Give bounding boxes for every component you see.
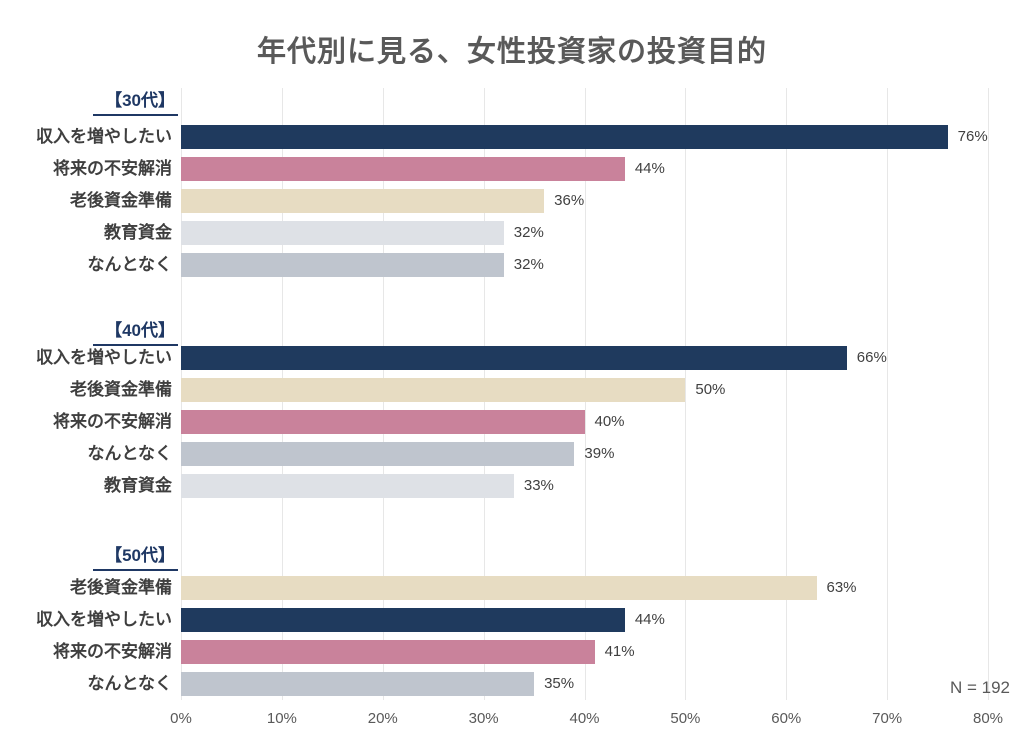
category-label: 教育資金	[104, 223, 172, 242]
group-header-label: 【30代】	[93, 86, 178, 116]
bar	[181, 378, 686, 402]
category-label: 収入を増やしたい	[36, 127, 172, 146]
bar	[181, 640, 595, 664]
bar	[181, 608, 625, 632]
chart-title: 年代別に見る、女性投資家の投資目的	[256, 36, 767, 68]
category-label: 教育資金	[104, 476, 172, 495]
category-label: 将来の不安解消	[53, 642, 172, 661]
bar	[181, 253, 504, 277]
value-label: 32%	[513, 224, 544, 241]
group-header-label: 【40代】	[93, 316, 178, 346]
category-label: 将来の不安解消	[53, 159, 172, 178]
value-label: 33%	[523, 477, 554, 494]
x-axis-tick-label: 70%	[872, 710, 903, 727]
value-label: 50%	[695, 381, 726, 398]
x-axis-tick-label: 0%	[170, 710, 192, 727]
x-axis-tick-label: 30%	[468, 710, 499, 727]
category-label: なんとなく	[87, 255, 173, 274]
category-label: 将来の不安解消	[53, 412, 172, 431]
category-label: 老後資金準備	[70, 380, 172, 399]
group-header: 【30代】	[0, 86, 178, 116]
bar	[181, 346, 847, 370]
x-axis-tick-label: 20%	[367, 710, 398, 727]
x-axis-tick-label: 10%	[266, 710, 297, 727]
value-label: 35%	[544, 675, 575, 692]
category-label: なんとなく	[87, 444, 173, 463]
bar	[181, 125, 948, 149]
bar	[181, 157, 625, 181]
group-header-label: 【50代】	[93, 541, 178, 571]
x-axis-tick-label: 60%	[771, 710, 802, 727]
x-axis-tick-label: 40%	[569, 710, 600, 727]
value-label: 63%	[826, 579, 857, 596]
gridline	[887, 88, 889, 700]
bar	[181, 672, 535, 696]
category-label: 老後資金準備	[70, 578, 172, 597]
x-axis-tick-label: 50%	[670, 710, 701, 727]
gridline	[685, 88, 687, 700]
bar	[181, 410, 585, 434]
bar	[181, 474, 514, 498]
value-label: 40%	[594, 413, 625, 430]
value-label: 32%	[513, 256, 544, 273]
group-header: 【40代】	[0, 316, 178, 346]
x-axis-tick-label: 80%	[972, 710, 1004, 727]
gridline	[988, 88, 989, 700]
category-label: 老後資金準備	[70, 191, 172, 210]
gridline	[786, 88, 788, 700]
bar	[181, 189, 545, 213]
bar	[181, 576, 817, 600]
value-label: 41%	[604, 643, 635, 660]
value-label: 76%	[957, 128, 988, 145]
category-label: なんとなく	[87, 674, 173, 693]
sample-size-note: N = 192	[949, 678, 1010, 697]
bar	[181, 442, 575, 466]
value-label: 36%	[554, 192, 585, 209]
value-label: 44%	[634, 160, 665, 177]
category-label: 収入を増やしたい	[36, 348, 172, 367]
group-header: 【50代】	[0, 541, 178, 571]
value-label: 44%	[634, 611, 665, 628]
bar	[181, 221, 504, 245]
value-label: 66%	[856, 349, 887, 366]
value-label: 39%	[584, 445, 615, 462]
category-label: 収入を増やしたい	[36, 610, 172, 629]
